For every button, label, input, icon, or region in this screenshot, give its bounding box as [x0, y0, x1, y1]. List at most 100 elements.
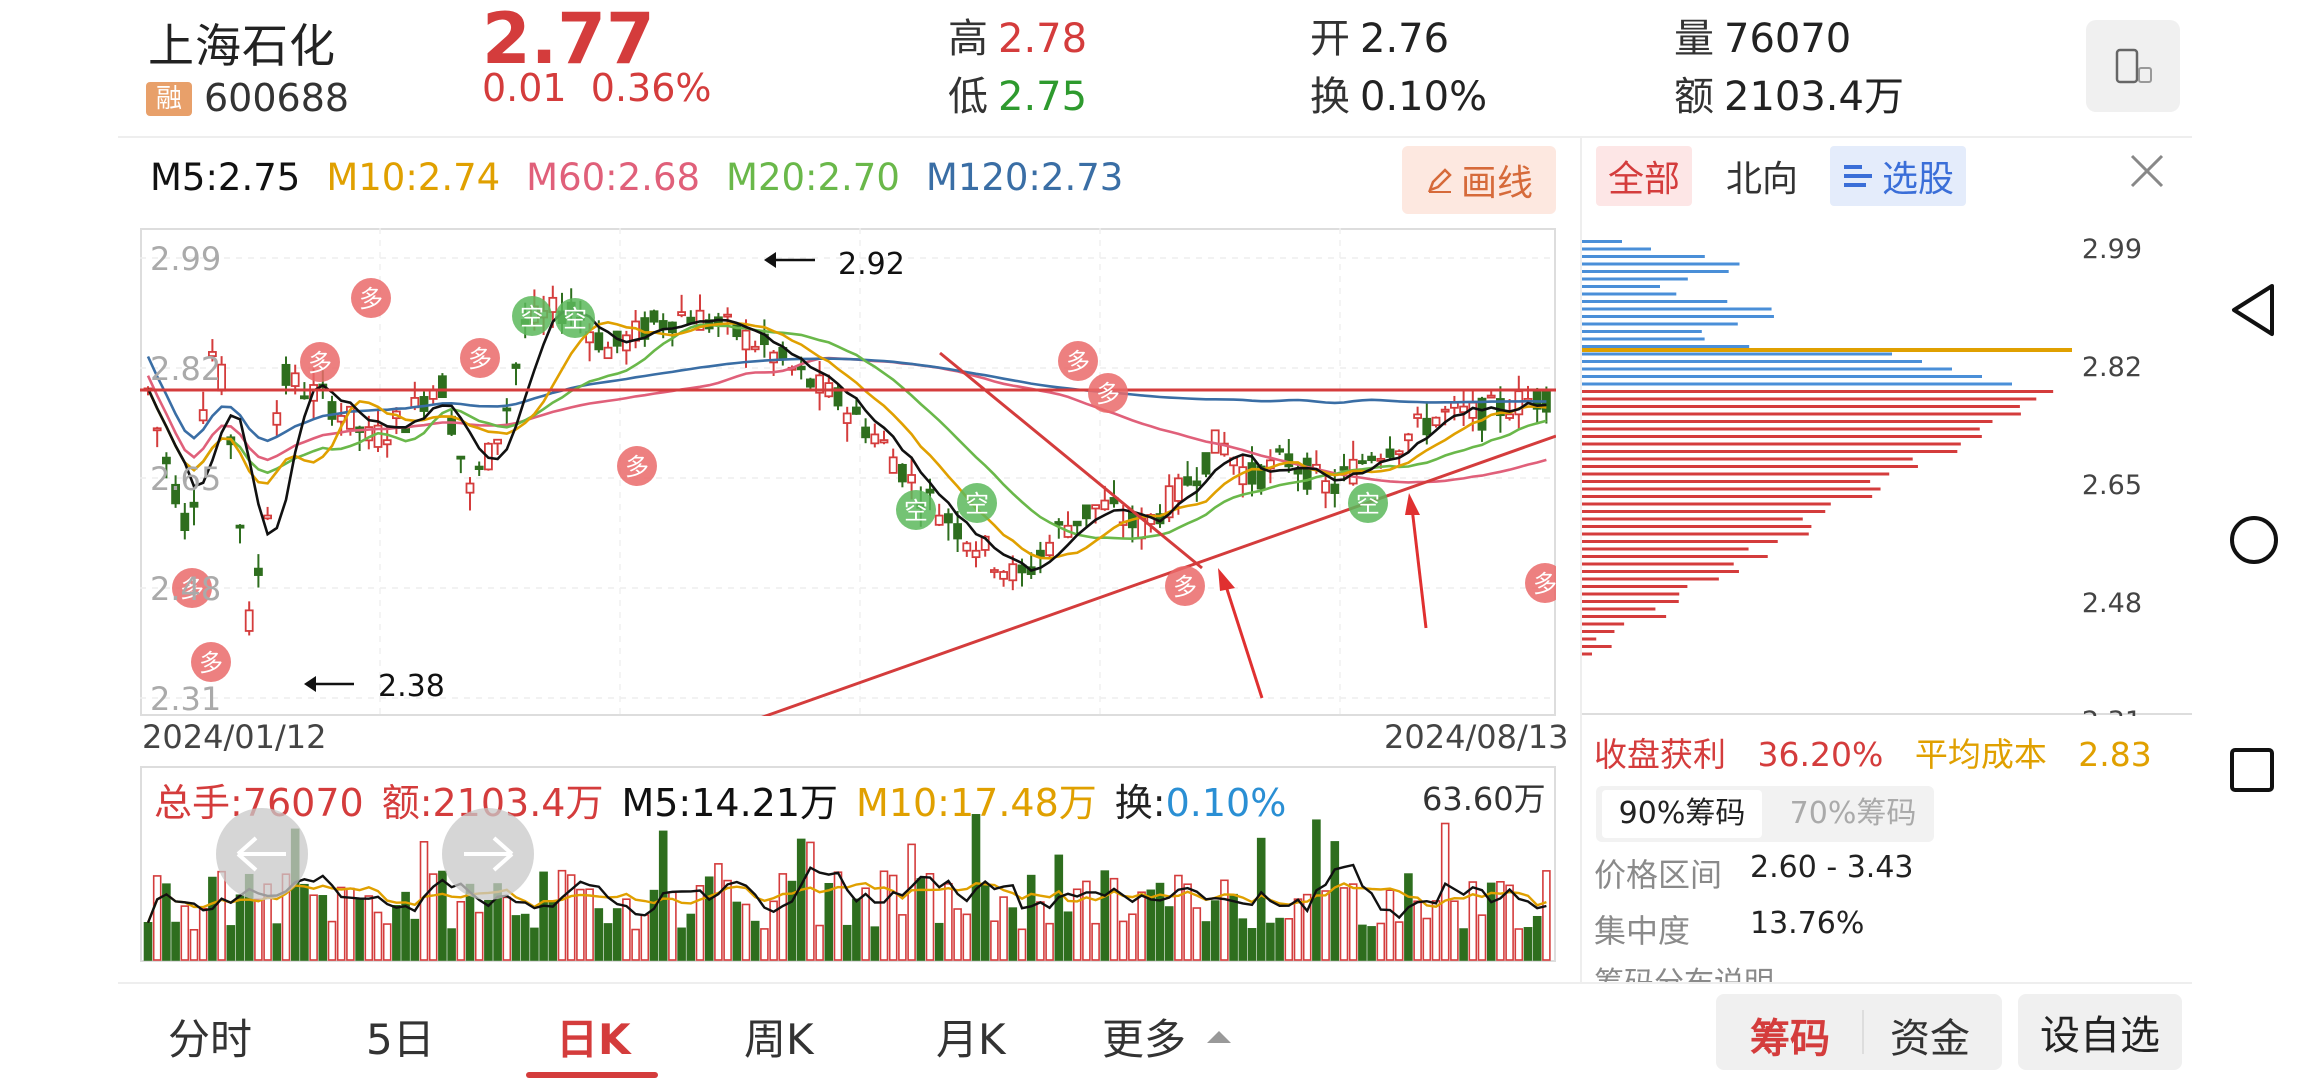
volume-bar [1266, 922, 1275, 961]
volume-bar [962, 913, 972, 961]
volume-bar [1450, 900, 1459, 961]
back-icon[interactable] [2228, 282, 2278, 338]
chip-y-tick: 2.99 [2082, 234, 2142, 265]
candle-body [1174, 477, 1183, 502]
volume-bar [677, 927, 686, 961]
candle-body [465, 482, 475, 494]
volume-bar [603, 923, 613, 961]
candle-body [1339, 466, 1349, 471]
tab-daily-k[interactable]: 日K [556, 1015, 631, 1064]
volume-bar [1118, 920, 1128, 961]
turnover-value: 0.10% [1360, 74, 1488, 120]
candle-body [1404, 433, 1413, 442]
signal-text: 多 [1066, 348, 1090, 376]
candle-body [272, 412, 282, 426]
chip-bar [1582, 457, 1913, 461]
volume-bar [888, 874, 898, 961]
chip-segment-button[interactable]: 筹码 [1750, 1016, 1830, 1062]
volume-bar [658, 830, 668, 961]
volume-ma5-line [146, 863, 1547, 924]
candle-body [1358, 460, 1367, 465]
amount-value: 2103.4万 [1724, 74, 1904, 120]
candle-body [1330, 483, 1340, 494]
avg-cost-label: 平均成本 [1914, 735, 2047, 774]
chip-y-axis: 2.99 2.82 2.65 2.48 2.31 [2082, 234, 2142, 716]
chip-bar [1582, 637, 1597, 641]
volume-bar [1532, 915, 1542, 961]
home-icon[interactable] [2228, 514, 2280, 566]
pencil-icon [1427, 168, 1452, 193]
chip-tab-all[interactable]: 全部 [1596, 146, 1693, 206]
chip-tab-north[interactable]: 北向 [1726, 159, 1799, 200]
candle-body [364, 426, 374, 442]
chip-bar [1582, 480, 1871, 483]
chip-bar [1582, 547, 1749, 551]
tab-5day[interactable]: 5日 [366, 1015, 435, 1064]
high-stat: 高 2.78 [948, 16, 1088, 62]
tab-weekly-k[interactable]: 周K [744, 1015, 814, 1064]
kline-chart[interactable]: 2.92 2.38 多多多多多多多多多 多空 空空空空 2.992.822.652.… [140, 228, 1556, 716]
high-value: 2.78 [998, 16, 1088, 62]
recents-icon[interactable] [2228, 746, 2276, 794]
scroll-left-button[interactable] [216, 808, 308, 900]
volume-bar [1082, 880, 1091, 961]
volume-bar [1542, 870, 1551, 961]
signal-badge: 多 [1165, 566, 1205, 606]
volume-chart[interactable] [140, 766, 1556, 962]
rotate-screen-button[interactable] [2086, 20, 2180, 112]
add-watchlist-button[interactable]: 设自选 [2018, 994, 2182, 1070]
chip-bar [1582, 262, 1740, 266]
chip-tab-70[interactable]: 70%筹码 [1789, 796, 1917, 831]
chip-tab-90[interactable]: 90%筹码 [1602, 790, 1762, 838]
chip-bar [1582, 495, 1873, 498]
volume-bar [539, 871, 548, 961]
down-trend-line [939, 351, 1203, 570]
signal-text: 多 [468, 345, 492, 373]
candle-body [631, 320, 641, 342]
candle-body [419, 396, 429, 412]
volume-bar [217, 870, 226, 961]
candle-body [244, 609, 254, 632]
chip-bar [1582, 450, 1958, 453]
volume-bar [879, 870, 889, 961]
chip-tab-select[interactable]: 选股 [1830, 146, 1967, 206]
candle-body [888, 456, 898, 474]
chip-bar [1582, 345, 1750, 348]
candle-body [152, 427, 162, 432]
volume-bar [1045, 922, 1054, 961]
tab-intraday[interactable]: 分时 [168, 1015, 253, 1064]
volume-bar [254, 898, 263, 961]
fund-segment-button[interactable]: 资金 [1890, 1016, 1970, 1062]
volume-bar [1284, 918, 1294, 961]
volume-bar [474, 911, 484, 961]
scroll-right-button[interactable] [442, 808, 534, 900]
candle-body [870, 433, 880, 445]
volume-bar [152, 875, 162, 961]
chip-bar [1582, 502, 1831, 506]
volume-bar [235, 894, 245, 961]
ma-legend: M5:2.75 M10:2.74 M60:2.68 M20:2.70 M120:… [150, 156, 1123, 199]
margin-badge: 融 [146, 82, 192, 116]
draw-line-button[interactable]: 画线 [1402, 146, 1556, 214]
close-button[interactable] [2124, 148, 2170, 198]
bottom-divider [118, 982, 2192, 984]
volume-bar [1330, 841, 1340, 961]
volume-bar [1017, 928, 1027, 961]
volume-bar [364, 895, 374, 961]
volume-bar [870, 926, 880, 961]
candle-body [1496, 398, 1505, 417]
volume-bar [750, 920, 760, 961]
volume-bar [769, 900, 778, 961]
tab-more[interactable]: 更多 [1102, 1006, 1234, 1067]
volume-bar [1459, 928, 1468, 961]
chip-profit-row: 收盘获利 36.20% 平均成本 2.83 [1594, 728, 2152, 776]
candle-body [171, 483, 180, 505]
low-stat: 低 2.75 [948, 74, 1088, 120]
candle-body [649, 310, 659, 323]
chip-explain-link[interactable]: 筹码分布说明 [1594, 966, 1774, 984]
candle-body [962, 542, 972, 552]
tab-monthly-k[interactable]: 月K [936, 1015, 1006, 1064]
volume-bar [438, 870, 447, 961]
y-tick-label: 2.65 [150, 460, 221, 498]
volume-bar [1394, 921, 1404, 961]
